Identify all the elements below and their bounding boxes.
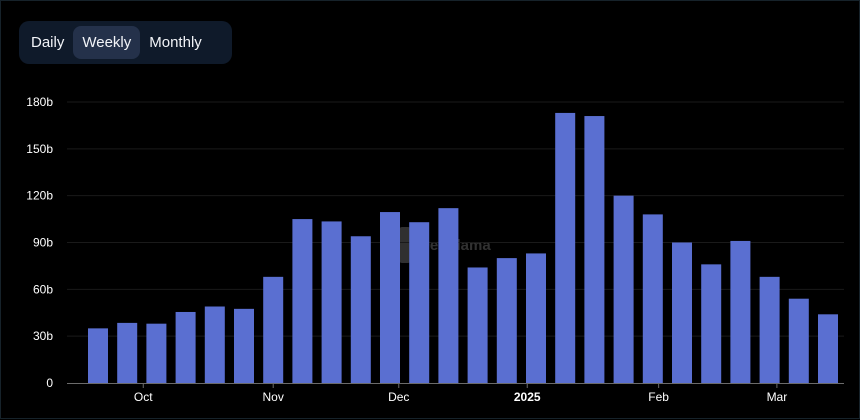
bar[interactable]	[146, 323, 167, 383]
x-tick-label: Oct	[134, 390, 153, 404]
x-axis: Oct Nov Dec 2025 Feb Mar	[67, 383, 844, 404]
bar[interactable]	[701, 264, 722, 383]
bar[interactable]	[818, 314, 838, 383]
bar[interactable]	[117, 322, 138, 383]
y-tick-label: 30b	[33, 329, 53, 343]
x-tick-label: Nov	[263, 390, 284, 404]
y-tick-label: 150b	[26, 142, 53, 156]
bar[interactable]	[496, 258, 517, 383]
bar[interactable]	[292, 219, 313, 383]
y-axis-ticks: 0 30b 60b 90b 120b 150b 180b	[26, 95, 53, 390]
bar[interactable]	[642, 214, 663, 383]
y-tick-label: 60b	[33, 282, 53, 296]
bar[interactable]	[321, 221, 342, 383]
bar[interactable]	[234, 308, 254, 383]
monthly-button[interactable]: Monthly	[149, 34, 202, 51]
x-tick-label: 2025	[514, 390, 541, 404]
y-tick-label: 0	[46, 376, 53, 390]
interval-toggle: Daily Weekly Monthly	[19, 21, 232, 64]
bar[interactable]	[204, 306, 225, 383]
bar[interactable]	[88, 328, 108, 383]
bar[interactable]	[409, 222, 430, 383]
y-tick-label: 120b	[26, 189, 53, 203]
daily-button[interactable]: Daily	[31, 34, 65, 51]
bar[interactable]	[584, 116, 605, 384]
bar[interactable]	[350, 236, 371, 383]
bar[interactable]	[467, 267, 488, 383]
bar[interactable]	[526, 253, 546, 383]
bar[interactable]	[788, 298, 809, 383]
bars	[88, 112, 838, 384]
bar[interactable]	[759, 276, 780, 383]
y-tick-label: 180b	[26, 95, 53, 109]
bar[interactable]	[613, 195, 634, 383]
bar[interactable]	[672, 242, 692, 384]
weekly-button[interactable]: Weekly	[73, 26, 141, 59]
x-tick-label: Mar	[767, 390, 788, 404]
bar[interactable]	[438, 208, 459, 383]
x-tick-label: Dec	[388, 390, 409, 404]
bar[interactable]	[730, 240, 751, 383]
bar[interactable]	[263, 276, 284, 383]
bar[interactable]	[175, 311, 196, 383]
bar[interactable]	[555, 112, 576, 383]
x-tick-label: Feb	[648, 390, 669, 404]
bar[interactable]	[380, 212, 400, 383]
y-tick-label: 90b	[33, 236, 53, 250]
